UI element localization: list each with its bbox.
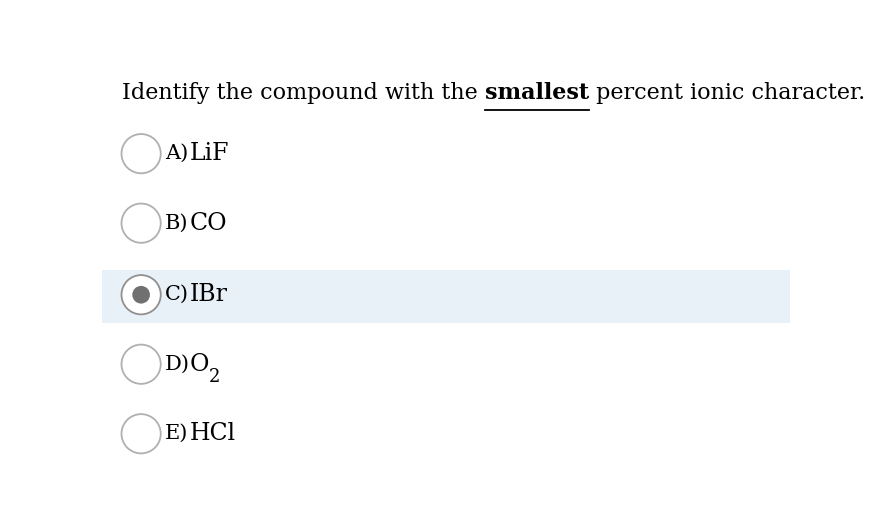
Text: HCl: HCl bbox=[189, 422, 235, 446]
Text: LiF: LiF bbox=[189, 142, 229, 165]
Ellipse shape bbox=[122, 134, 161, 173]
Ellipse shape bbox=[122, 275, 161, 314]
Ellipse shape bbox=[122, 414, 161, 453]
Text: B): B) bbox=[164, 213, 188, 233]
Text: Identify the compound with the: Identify the compound with the bbox=[122, 82, 485, 104]
Text: D): D) bbox=[164, 355, 189, 374]
FancyBboxPatch shape bbox=[102, 270, 789, 323]
Text: smallest: smallest bbox=[485, 82, 588, 104]
Text: 2: 2 bbox=[209, 367, 220, 386]
Text: C): C) bbox=[164, 285, 189, 304]
Text: O: O bbox=[189, 353, 209, 376]
Text: E): E) bbox=[164, 424, 188, 443]
Ellipse shape bbox=[122, 203, 161, 243]
Ellipse shape bbox=[132, 286, 149, 304]
Text: A): A) bbox=[164, 144, 188, 163]
Ellipse shape bbox=[122, 345, 161, 384]
Text: IBr: IBr bbox=[189, 283, 228, 306]
Text: CO: CO bbox=[189, 212, 227, 235]
Text: percent ionic character.: percent ionic character. bbox=[588, 82, 865, 104]
